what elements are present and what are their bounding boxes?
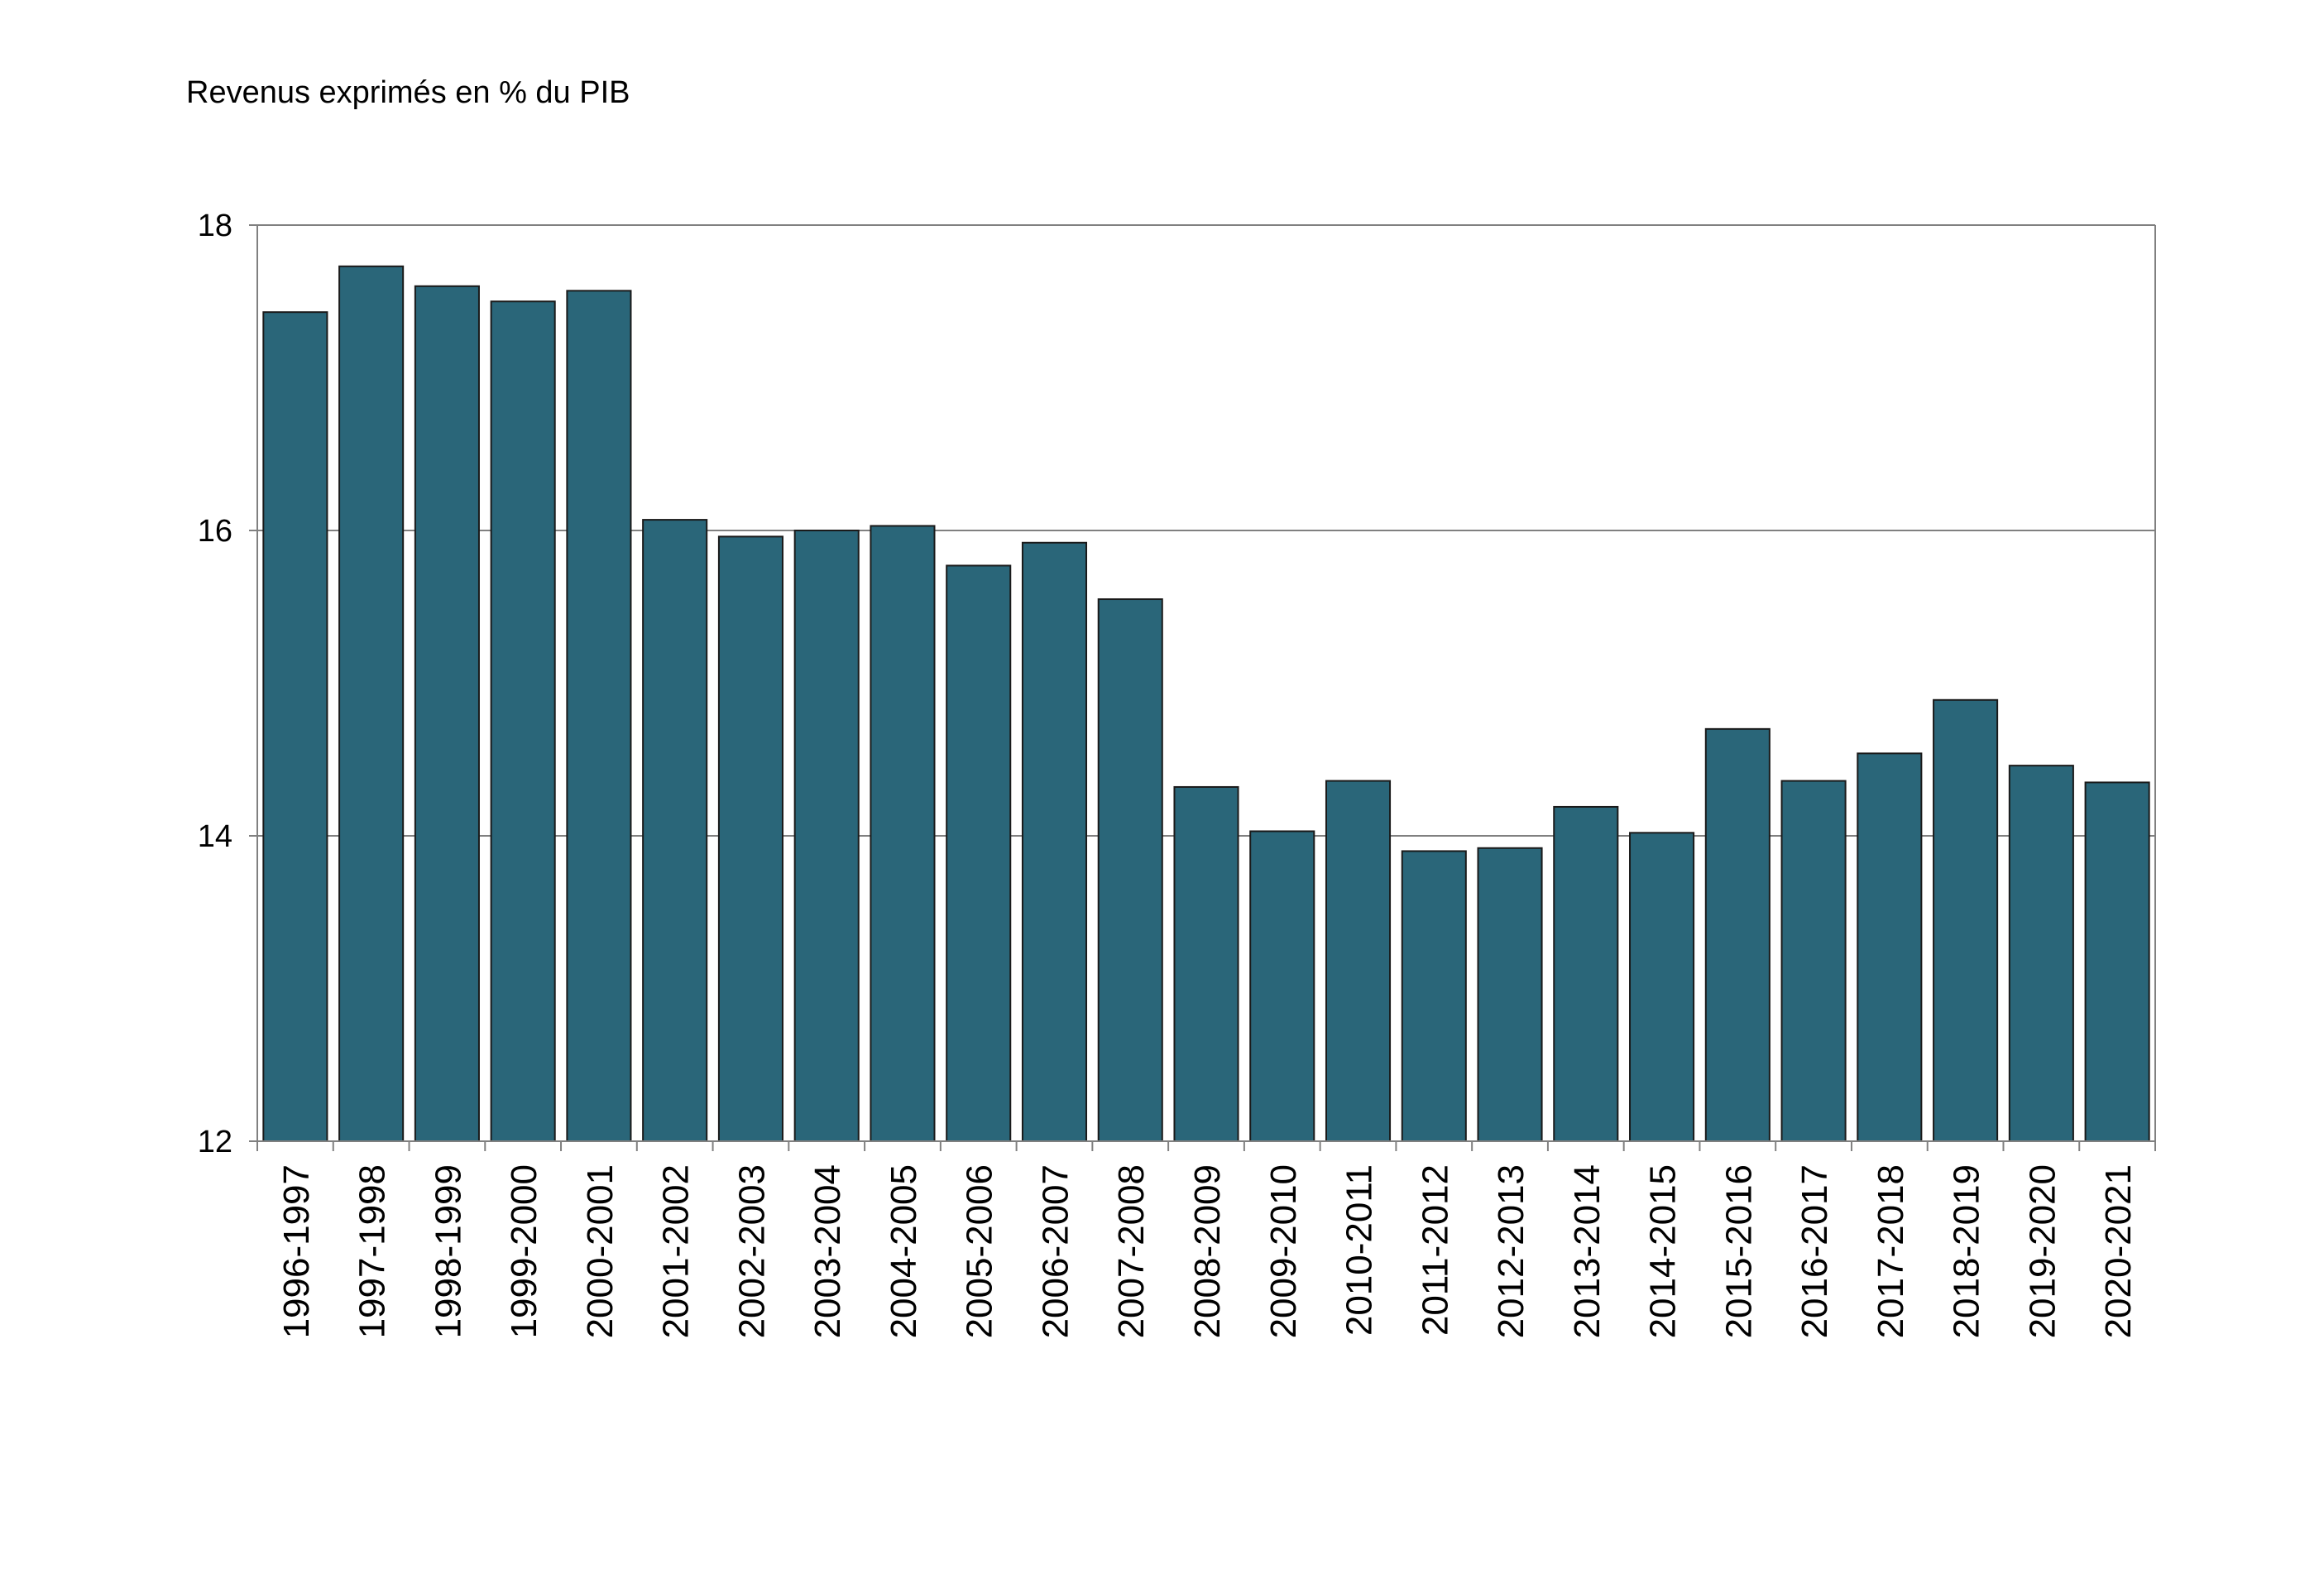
x-tick-label-5: 2001-2002: [656, 1164, 697, 1338]
x-tick-labels: 1996-1997 1997-1998 1998-1999 1999-2000 2000…: [276, 1164, 2139, 1338]
x-tick-label-12: 2008-2009: [1187, 1164, 1228, 1338]
bar-2015-2016: [1704, 727, 1771, 1142]
x-tick-label-15: 2011-2012: [1415, 1164, 1455, 1336]
bar-2005-2006: [946, 564, 1012, 1142]
bar-2020-2021: [2084, 781, 2150, 1142]
bar-2016-2017: [1780, 780, 1847, 1143]
x-tick-label-1: 1997-1998: [352, 1164, 393, 1338]
y-tick-labels: 12 14 16 18: [198, 209, 232, 1159]
bar-2008-2009: [1173, 785, 1239, 1143]
bar-2012-2013: [1477, 847, 1543, 1142]
bar-2013-2014: [1553, 805, 1619, 1142]
bar-2004-2005: [870, 525, 936, 1142]
x-tick-label-7: 2003-2004: [807, 1164, 848, 1338]
x-tick-label-17: 2013-2014: [1567, 1164, 1608, 1338]
bar-1996-1997: [262, 311, 328, 1143]
y-tick-label-1: 14: [198, 819, 232, 854]
x-tick-label-23: 2019-2020: [2022, 1164, 2063, 1338]
bar-2014-2015: [1629, 832, 1695, 1142]
x-tick-label-18: 2014-2015: [1643, 1164, 1684, 1338]
bars: [262, 265, 2150, 1143]
x-tick-label-20: 2016-2017: [1795, 1164, 1835, 1338]
x-tick-label-3: 1999-2000: [504, 1164, 544, 1338]
bar-2006-2007: [1021, 541, 1088, 1142]
x-tick-label-24: 2020-2021: [2098, 1164, 2139, 1338]
y-tick-label-3: 18: [198, 209, 232, 243]
bar-2002-2003: [717, 535, 783, 1142]
x-tick-label-6: 2002-2003: [731, 1164, 772, 1338]
x-tick-label-2: 1998-1999: [428, 1164, 468, 1338]
bar-2017-2018: [1857, 752, 1923, 1142]
axes: [249, 224, 2156, 1151]
bar-2009-2010: [1249, 830, 1315, 1142]
x-tick-label-11: 2007-2008: [1111, 1164, 1152, 1338]
bar-2001-2002: [642, 519, 708, 1142]
y-axis-title: Revenus exprimés en % du PIB: [186, 75, 630, 110]
x-tick-label-4: 2000-2001: [580, 1164, 621, 1338]
bar-2000-2001: [566, 290, 632, 1143]
bar-2007-2008: [1097, 598, 1163, 1142]
y-tick-label-2: 16: [198, 514, 232, 549]
x-tick-label-16: 2012-2013: [1491, 1164, 1531, 1338]
x-tick-label-13: 2009-2010: [1263, 1164, 1304, 1338]
bar-1998-1999: [414, 285, 480, 1142]
x-tick-label-21: 2017-2018: [1871, 1164, 1911, 1338]
x-tick-label-9: 2005-2006: [960, 1164, 1000, 1338]
bar-2003-2004: [793, 530, 860, 1142]
x-tick-label-14: 2010-2011: [1339, 1164, 1380, 1336]
x-tick-label-22: 2018-2019: [1947, 1164, 1987, 1338]
bar-2010-2011: [1325, 780, 1392, 1143]
x-tick-label-0: 1996-1997: [276, 1164, 317, 1338]
bar-2019-2020: [2008, 765, 2074, 1142]
y-tick-label-0: 12: [198, 1125, 232, 1159]
bar-1999-2000: [490, 300, 556, 1142]
x-tick-label-8: 2004-2005: [884, 1164, 924, 1338]
bar-1997-1998: [338, 265, 405, 1142]
x-tick-label-19: 2015-2016: [1718, 1164, 1759, 1338]
bar-2018-2019: [1933, 698, 1999, 1142]
bar-2011-2012: [1401, 850, 1467, 1142]
x-tick-label-10: 2006-2007: [1035, 1164, 1076, 1338]
